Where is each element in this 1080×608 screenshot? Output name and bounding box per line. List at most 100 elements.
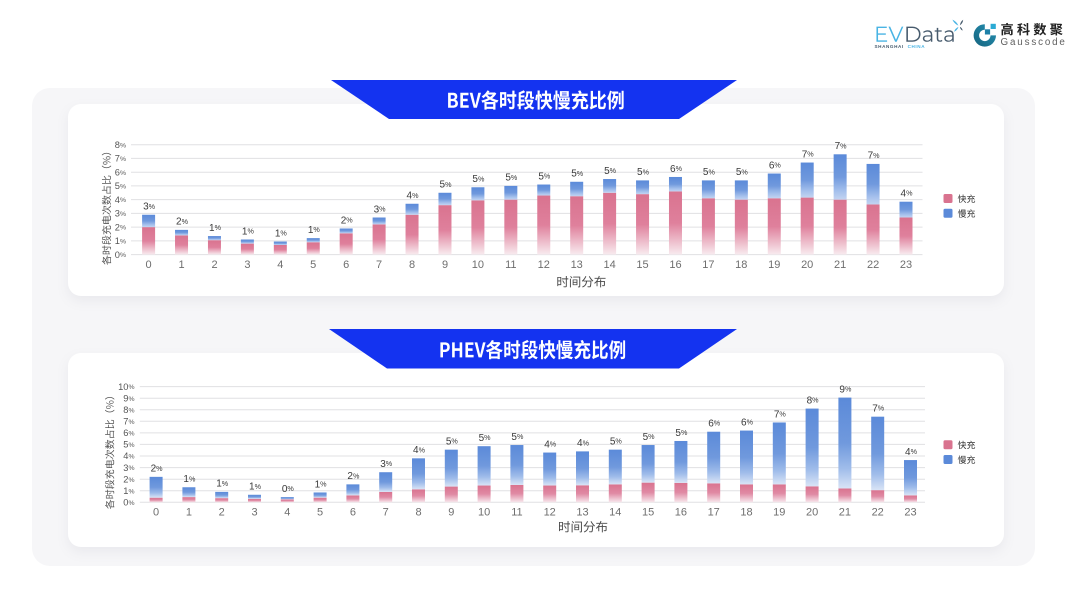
svg-text:17: 17 bbox=[708, 507, 720, 519]
svg-text:9%: 9% bbox=[123, 393, 134, 403]
svg-text:1%: 1% bbox=[315, 479, 328, 490]
svg-text:15: 15 bbox=[642, 507, 654, 519]
svg-text:4%: 4% bbox=[905, 447, 918, 458]
svg-text:8%: 8% bbox=[807, 395, 820, 406]
svg-text:0%: 0% bbox=[123, 498, 134, 508]
svg-text:10: 10 bbox=[478, 507, 490, 519]
svg-text:0%: 0% bbox=[282, 484, 295, 495]
svg-text:2%: 2% bbox=[151, 464, 164, 475]
svg-text:18: 18 bbox=[735, 259, 747, 271]
svg-text:7%: 7% bbox=[835, 141, 848, 152]
svg-text:3: 3 bbox=[251, 507, 257, 519]
svg-text:5%: 5% bbox=[511, 432, 524, 443]
svg-text:4%: 4% bbox=[544, 439, 557, 450]
svg-text:1: 1 bbox=[186, 507, 192, 519]
svg-text:6%: 6% bbox=[708, 419, 721, 430]
svg-text:7: 7 bbox=[376, 259, 382, 271]
svg-text:5%: 5% bbox=[571, 169, 584, 180]
svg-text:5%: 5% bbox=[736, 167, 749, 178]
svg-text:13: 13 bbox=[571, 259, 583, 271]
svg-text:2%: 2% bbox=[123, 474, 134, 484]
svg-text:22: 22 bbox=[867, 259, 879, 271]
svg-text:SHANGHAI CHINA: SHANGHAI CHINA bbox=[875, 44, 926, 49]
svg-text:1: 1 bbox=[178, 259, 184, 271]
svg-text:0%: 0% bbox=[115, 250, 126, 260]
svg-text:16: 16 bbox=[675, 507, 687, 519]
svg-text:22: 22 bbox=[872, 507, 884, 519]
svg-text:5%: 5% bbox=[643, 432, 656, 443]
svg-text:7: 7 bbox=[383, 507, 389, 519]
svg-text:16: 16 bbox=[669, 259, 681, 271]
svg-text:3%: 3% bbox=[380, 459, 393, 470]
svg-text:7%: 7% bbox=[868, 151, 881, 162]
svg-text:19: 19 bbox=[768, 259, 780, 271]
svg-text:8%: 8% bbox=[123, 405, 134, 415]
svg-text:5%: 5% bbox=[675, 428, 688, 439]
svg-text:5%: 5% bbox=[446, 437, 459, 448]
svg-text:5%: 5% bbox=[637, 167, 650, 178]
svg-text:1%: 1% bbox=[183, 474, 196, 485]
svg-text:19: 19 bbox=[773, 507, 785, 519]
svg-text:4%: 4% bbox=[901, 189, 914, 200]
svg-text:11: 11 bbox=[505, 259, 516, 271]
svg-text:9: 9 bbox=[442, 259, 448, 271]
svg-text:5%: 5% bbox=[604, 166, 617, 177]
svg-text:3%: 3% bbox=[374, 204, 387, 215]
svg-text:21: 21 bbox=[834, 259, 846, 271]
svg-text:6: 6 bbox=[350, 507, 356, 519]
svg-text:5%: 5% bbox=[440, 180, 453, 191]
svg-text:6%: 6% bbox=[115, 167, 126, 177]
svg-text:7%: 7% bbox=[774, 409, 787, 420]
svg-text:5%: 5% bbox=[703, 167, 716, 178]
svg-text:4%: 4% bbox=[115, 195, 126, 205]
svg-text:14: 14 bbox=[609, 507, 621, 519]
svg-text:2%: 2% bbox=[115, 222, 126, 232]
svg-text:6: 6 bbox=[343, 259, 349, 271]
svg-text:4%: 4% bbox=[407, 191, 420, 202]
svg-text:8: 8 bbox=[409, 259, 415, 271]
svg-text:1%: 1% bbox=[115, 236, 126, 246]
svg-text:3%: 3% bbox=[123, 463, 134, 473]
svg-text:1%: 1% bbox=[242, 226, 255, 237]
svg-text:6%: 6% bbox=[670, 164, 683, 175]
svg-text:23: 23 bbox=[904, 507, 916, 519]
svg-text:3: 3 bbox=[244, 259, 250, 271]
svg-text:21: 21 bbox=[839, 507, 851, 519]
svg-text:9: 9 bbox=[448, 507, 454, 519]
svg-text:20: 20 bbox=[801, 259, 813, 271]
svg-text:13: 13 bbox=[576, 507, 588, 519]
svg-text:Gausscode: Gausscode bbox=[1001, 37, 1067, 48]
svg-text:8: 8 bbox=[415, 507, 421, 519]
svg-text:5%: 5% bbox=[538, 171, 551, 182]
svg-text:2: 2 bbox=[211, 259, 217, 271]
svg-text:11: 11 bbox=[511, 507, 522, 519]
svg-text:2%: 2% bbox=[176, 217, 189, 228]
svg-text:1%: 1% bbox=[249, 482, 262, 493]
svg-text:9%: 9% bbox=[839, 384, 852, 395]
svg-text:10: 10 bbox=[472, 259, 484, 271]
svg-text:5%: 5% bbox=[610, 437, 623, 448]
svg-text:7%: 7% bbox=[123, 417, 134, 427]
svg-text:4%: 4% bbox=[413, 445, 426, 456]
svg-text:17: 17 bbox=[702, 259, 714, 271]
svg-text:14: 14 bbox=[603, 259, 615, 271]
svg-text:15: 15 bbox=[636, 259, 648, 271]
svg-text:7%: 7% bbox=[802, 149, 815, 160]
svg-text:2: 2 bbox=[219, 507, 225, 519]
svg-text:4: 4 bbox=[284, 507, 290, 519]
svg-text:5%: 5% bbox=[472, 174, 485, 185]
svg-text:2%: 2% bbox=[341, 215, 354, 226]
svg-text:1%: 1% bbox=[216, 479, 229, 490]
svg-text:3%: 3% bbox=[115, 209, 126, 219]
svg-text:20: 20 bbox=[806, 507, 818, 519]
svg-text:3%: 3% bbox=[143, 202, 156, 213]
svg-text:10%: 10% bbox=[118, 382, 134, 392]
svg-text:6%: 6% bbox=[769, 160, 782, 171]
svg-text:1%: 1% bbox=[275, 228, 288, 239]
svg-text:1%: 1% bbox=[209, 223, 222, 234]
svg-text:12: 12 bbox=[544, 507, 556, 519]
svg-text:23: 23 bbox=[900, 259, 912, 271]
svg-text:5%: 5% bbox=[123, 440, 134, 450]
svg-text:4%: 4% bbox=[123, 451, 134, 461]
svg-text:0: 0 bbox=[146, 259, 152, 271]
